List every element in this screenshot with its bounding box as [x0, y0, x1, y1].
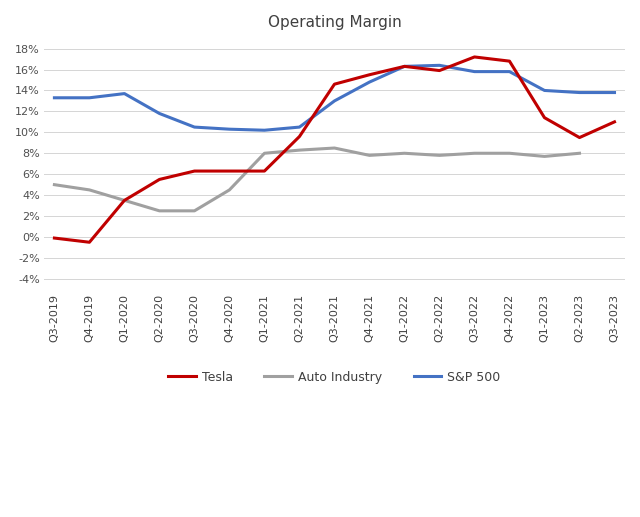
Legend: Tesla, Auto Industry, S&P 500: Tesla, Auto Industry, S&P 500	[163, 366, 506, 389]
Title: Operating Margin: Operating Margin	[268, 15, 401, 30]
